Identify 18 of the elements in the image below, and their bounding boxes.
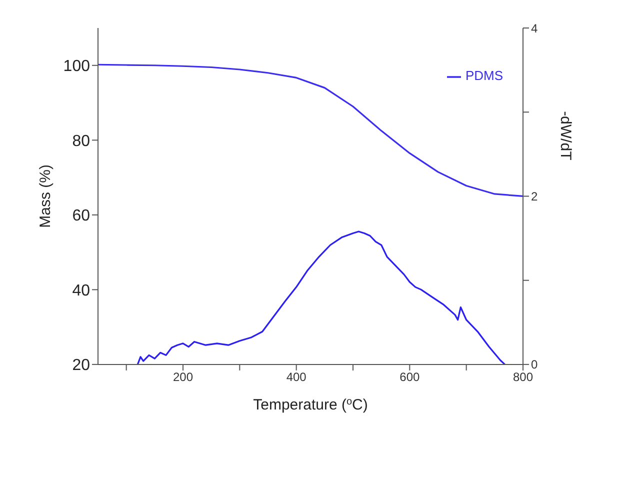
x-axis-title: Temperature ($^{o}$C) <box>253 396 368 414</box>
x-tick-label: 200 <box>172 370 194 384</box>
y-axis-title: Mass (%) <box>37 164 54 228</box>
y2-tick-label: 2 <box>531 189 538 204</box>
y2-tick-label: 0 <box>531 358 538 372</box>
x-tick-label: 800 <box>512 370 534 384</box>
y2-axis-title: -dW/dT <box>557 111 574 160</box>
y2-tick-label: 4 <box>531 21 538 36</box>
legend-label: PDMS <box>465 68 503 83</box>
line-series <box>98 64 523 198</box>
line-series <box>136 230 506 364</box>
y-tick-label: 40 <box>72 282 90 300</box>
y-tick-label: 20 <box>72 357 90 374</box>
y-tick-label: 80 <box>72 132 90 150</box>
x-tick-label: 600 <box>400 370 420 384</box>
x-tick-label: 400 <box>286 370 307 384</box>
y-tick-label: 60 <box>72 208 90 225</box>
y-tick-label: 100 <box>63 58 90 76</box>
